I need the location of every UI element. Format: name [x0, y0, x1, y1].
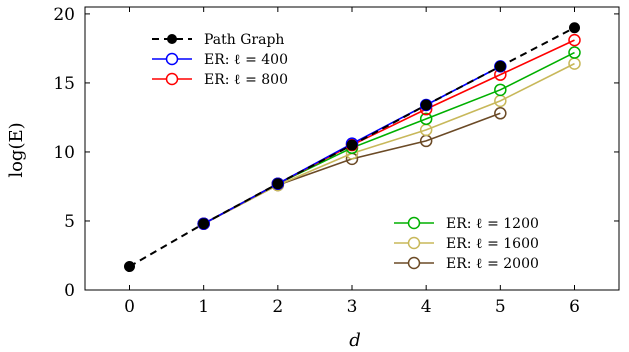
data-point: [346, 139, 358, 151]
legend-entry: ER: ℓ = 1600: [394, 236, 539, 252]
data-point: [568, 46, 581, 59]
x-axis-label: d: [349, 330, 361, 351]
data-point: [494, 60, 506, 72]
series-5: [197, 107, 507, 230]
data-point: [569, 22, 580, 34]
legend-swatch-marker: [165, 52, 179, 66]
legend-top: Path Graph ER: ℓ = 400 ER: ℓ = 800: [152, 32, 288, 88]
data-point: [124, 261, 135, 273]
legend-bottom: ER: ℓ = 1200 ER: ℓ = 1600 ER: ℓ = 2000: [394, 216, 539, 272]
x-tick-label: 3: [347, 297, 358, 317]
y-tick-label: 10: [53, 143, 75, 163]
x-tick-label: 4: [421, 297, 432, 317]
legend-entry: ER: ℓ = 2000: [394, 256, 539, 272]
data-point: [494, 83, 507, 97]
legend-label: ER: ℓ = 1200: [446, 216, 539, 232]
legend-swatch-marker: [407, 236, 421, 250]
series-0: [124, 22, 580, 273]
legend-entry: ER: ℓ = 800: [152, 72, 288, 88]
legend-swatch-marker: [165, 72, 179, 86]
x-tick-label: 5: [495, 297, 506, 317]
data-point: [419, 112, 433, 126]
legend-label: ER: ℓ = 800: [204, 72, 288, 88]
data-point: [420, 99, 432, 111]
legend-swatch-marker: [407, 216, 421, 230]
legend-label: ER: ℓ = 1600: [446, 236, 539, 252]
x-tick-label: 6: [569, 297, 580, 317]
x-tick-label: 1: [198, 297, 209, 317]
y-tick-label: 15: [53, 74, 75, 94]
data-point: [568, 33, 581, 47]
legend-entry: ER: ℓ = 1200: [394, 216, 539, 232]
y-tick-label: 5: [64, 212, 75, 232]
series-line: [203, 112, 501, 225]
series-line: [203, 62, 575, 225]
x-tick-label: 2: [272, 297, 283, 317]
data-point: [272, 178, 284, 190]
data-point: [198, 218, 210, 230]
legend-label: ER: ℓ = 2000: [446, 256, 539, 272]
legend-entry: ER: ℓ = 400: [152, 52, 288, 68]
x-tick-label: 0: [124, 297, 135, 317]
legend-swatch-marker: [167, 34, 177, 44]
y-axis-label: log(E): [6, 122, 27, 177]
y-tick-label: 20: [53, 5, 75, 25]
legend-entry: Path Graph: [152, 32, 284, 48]
legend-swatch-marker: [407, 256, 421, 270]
y-tick-label: 0: [64, 281, 75, 301]
data-point: [494, 107, 507, 120]
legend-label: ER: ℓ = 400: [204, 52, 288, 68]
legend-label: Path Graph: [204, 32, 284, 48]
